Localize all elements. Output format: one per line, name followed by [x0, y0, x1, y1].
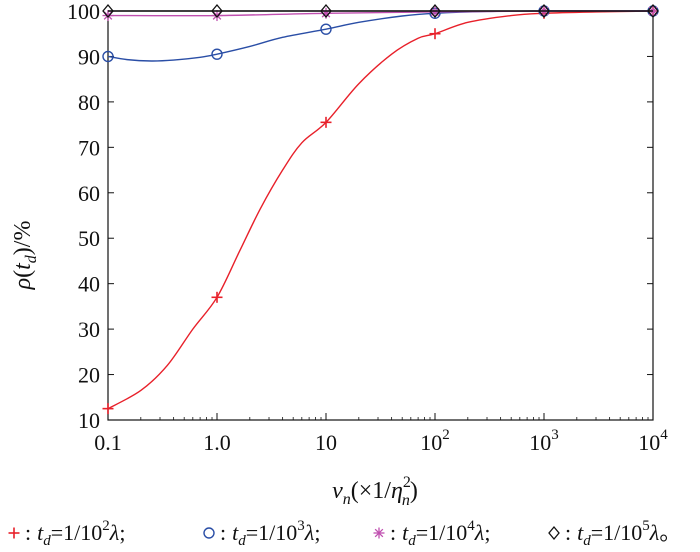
legend-entry: : td=1/105λ。: [565, 518, 681, 549]
series-line-plus: [107, 10, 654, 410]
plot-frame: [107, 10, 654, 421]
x-axis-label: vn(×1/η2 n): [332, 474, 418, 509]
legend-entry: : td=1/102λ;: [25, 518, 125, 549]
x-tick-label: 1.0: [203, 430, 231, 455]
y-tick-label: 10: [78, 408, 100, 433]
y-tick-label: 30: [78, 317, 100, 342]
y-tick-label: 40: [78, 272, 100, 297]
data-point-diamond: [211, 3, 223, 19]
y-tick-label: 20: [78, 363, 100, 388]
y-tick-label: 70: [78, 135, 100, 160]
legend-entry: : td=1/103λ;: [220, 518, 320, 549]
legend-marker-plus: [8, 527, 20, 539]
y-tick-label: 100: [67, 0, 100, 24]
y-tick-label: 90: [78, 44, 100, 69]
legend-marker-circle: [203, 527, 215, 539]
series-line-circle: [107, 10, 654, 62]
legend: : td=1/102λ; : td=1/103λ; : td=1/104λ; : td=1/1…: [8, 518, 681, 549]
data-point-plus: [320, 116, 332, 128]
x-tick-label: 10: [315, 430, 337, 455]
x-tick-label: 104: [638, 427, 668, 455]
data-point-plus: [429, 28, 441, 40]
data-point-diamond: [102, 3, 114, 19]
y-tick-label: 60: [78, 181, 100, 206]
legend-marker-diamond: [548, 525, 560, 541]
data-point-circle: [102, 50, 114, 63]
legend-entry: : td=1/104λ;: [390, 518, 490, 549]
x-tick-label: 103: [529, 427, 559, 455]
data-point-diamond: [538, 3, 550, 19]
data-point-plus: [211, 291, 223, 303]
data-point-diamond: [320, 3, 332, 19]
x-tick-label: 0.1: [94, 430, 122, 455]
y-axis-label: ρ(td)/%: [10, 221, 40, 291]
y-tick-label: 80: [78, 90, 100, 115]
data-point-circle: [211, 48, 223, 60]
legend-marker-asterisk: [373, 527, 385, 539]
data-point-circle: [320, 23, 332, 35]
data-point-diamond: [429, 3, 441, 19]
data-point-diamond: [647, 3, 659, 19]
y-tick-label: 50: [78, 226, 100, 251]
plot-marks: 10 20 30 40 50 60 70 80 90 100 0.1 1.0 10 102 103 104: [67, 0, 668, 455]
data-point-plus: [102, 403, 114, 415]
x-tick-label: 102: [420, 427, 450, 455]
